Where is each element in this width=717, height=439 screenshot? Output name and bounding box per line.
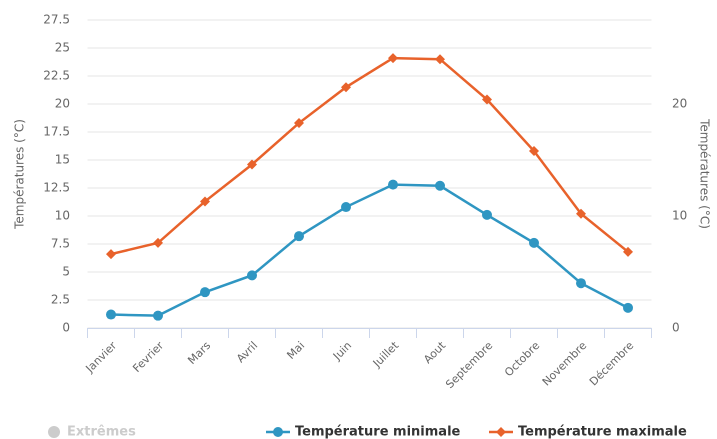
circle-marker: [576, 278, 586, 289]
y-tick-label: 10: [55, 209, 70, 223]
legend-item[interactable]: Extrêmes: [67, 425, 136, 439]
y2-tick-label: 10: [672, 209, 687, 223]
x-tick-label: Janvier: [83, 339, 120, 376]
circle-marker: [247, 270, 257, 281]
y-tick-label: 5: [62, 265, 70, 279]
line: [110, 56, 629, 256]
y-tick-label: 0: [62, 321, 70, 335]
circle-marker: [623, 302, 633, 313]
diamond-marker: [294, 118, 304, 129]
x-tick-label: Septembre: [443, 339, 495, 391]
y-tick-label: 22.5: [43, 69, 70, 83]
circle-marker: [435, 180, 445, 191]
circle-marker: [529, 237, 539, 248]
diamond-marker: [388, 53, 398, 64]
circle-marker: [200, 287, 210, 298]
legend-symbol: [273, 427, 283, 437]
legend-item[interactable]: Température minimale: [295, 425, 461, 439]
y-tick-label: 25: [55, 41, 70, 55]
y-axis-label: Températures (°C): [13, 119, 27, 230]
y2-tick-label: 20: [672, 97, 687, 111]
diamond-marker: [576, 208, 586, 219]
circle-marker: [294, 231, 304, 242]
y-tick-label: 20: [55, 97, 70, 111]
diamond-marker: [247, 159, 257, 170]
y2-tick-label: 0: [672, 321, 680, 335]
legend-symbol: [48, 426, 60, 438]
circle-marker: [482, 209, 492, 220]
x-tick-label: Aout: [421, 339, 449, 367]
y-tick-label: 17.5: [43, 125, 70, 139]
y-tick-label: 2.5: [51, 293, 70, 307]
x-tick-label: Juillet: [370, 339, 402, 371]
y-tick-label: 7.5: [51, 237, 70, 251]
x-tick-label: Juin: [330, 339, 354, 363]
y-tick-label: 12.5: [43, 181, 70, 195]
line: [110, 183, 629, 317]
circle-marker: [106, 309, 116, 320]
legend-item[interactable]: Température maximale: [518, 425, 687, 439]
x-tick-label: Novembre: [540, 339, 590, 389]
diamond-marker: [153, 237, 163, 248]
diamond-marker: [623, 246, 633, 257]
x-tick-label: Fevrier: [130, 339, 166, 375]
x-tick-label: Mai: [284, 339, 307, 362]
diamond-marker: [435, 54, 445, 65]
diamond-marker: [482, 94, 492, 105]
diamond-marker: [200, 196, 210, 207]
circle-marker: [388, 179, 398, 190]
diamond-marker: [341, 82, 351, 93]
circle-marker: [341, 202, 351, 213]
y-tick-label: 15: [55, 153, 70, 167]
circle-marker: [153, 310, 163, 321]
x-tick-label: Mars: [185, 339, 213, 367]
x-tick-label: Avril: [234, 339, 260, 365]
x-tick-label: Octobre: [502, 339, 542, 379]
diamond-marker: [106, 249, 116, 260]
x-tick-label: Décembre: [587, 339, 637, 389]
legend-symbol: [496, 427, 506, 437]
y2-axis-label: Températures (°C): [698, 118, 712, 229]
diamond-marker: [529, 146, 539, 157]
y-tick-label: 27.5: [43, 13, 70, 27]
